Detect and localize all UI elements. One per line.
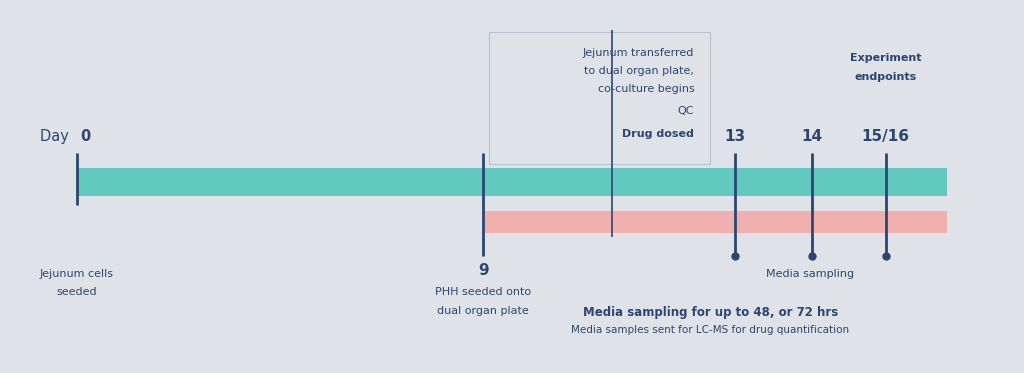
Text: Jejunum transferred: Jejunum transferred: [583, 48, 694, 59]
Text: endpoints: endpoints: [855, 72, 916, 82]
Text: 13: 13: [725, 129, 745, 144]
Text: co-culture begins: co-culture begins: [598, 84, 694, 94]
FancyBboxPatch shape: [489, 32, 710, 164]
Text: seeded: seeded: [56, 287, 97, 297]
Text: 14: 14: [802, 129, 822, 144]
Text: to dual organ plate,: to dual organ plate,: [585, 66, 694, 76]
Text: 0: 0: [80, 129, 90, 144]
Text: PHH seeded onto: PHH seeded onto: [435, 287, 531, 297]
Text: Day: Day: [40, 129, 74, 144]
Text: dual organ plate: dual organ plate: [437, 306, 529, 316]
Text: Drug dosed: Drug dosed: [623, 129, 694, 139]
Bar: [77, 168, 947, 196]
Text: QC: QC: [678, 106, 694, 116]
Text: Jejunum cells: Jejunum cells: [40, 269, 114, 279]
Text: Experiment: Experiment: [850, 53, 922, 63]
Bar: [483, 211, 947, 233]
Text: Media sampling for up to 48, or 72 hrs: Media sampling for up to 48, or 72 hrs: [583, 306, 838, 319]
Text: Media samples sent for LC-MS for drug quantification: Media samples sent for LC-MS for drug qu…: [571, 325, 849, 335]
Text: 15/16: 15/16: [862, 129, 909, 144]
Text: 9: 9: [478, 263, 488, 278]
Text: Media sampling: Media sampling: [766, 269, 855, 279]
